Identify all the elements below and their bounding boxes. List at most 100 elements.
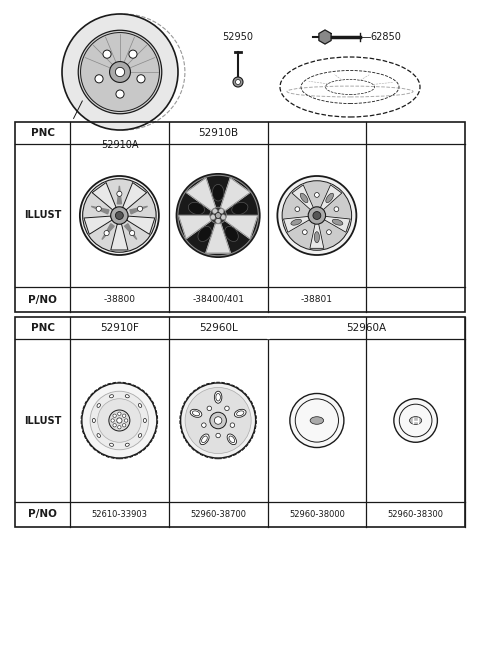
Circle shape — [130, 231, 135, 236]
Circle shape — [221, 215, 226, 219]
Circle shape — [115, 68, 125, 77]
Ellipse shape — [188, 202, 204, 215]
Ellipse shape — [125, 443, 129, 446]
Polygon shape — [111, 224, 128, 250]
Circle shape — [277, 176, 356, 255]
Ellipse shape — [225, 227, 238, 242]
Text: 52950: 52950 — [223, 32, 253, 42]
Circle shape — [326, 230, 331, 235]
Circle shape — [137, 75, 145, 83]
Text: PNC: PNC — [31, 128, 55, 138]
Circle shape — [82, 383, 157, 458]
Ellipse shape — [215, 391, 222, 403]
Ellipse shape — [234, 409, 246, 417]
Circle shape — [111, 419, 114, 422]
Text: 52960-38000: 52960-38000 — [289, 510, 345, 519]
Ellipse shape — [227, 434, 237, 445]
Circle shape — [104, 231, 109, 236]
Ellipse shape — [216, 394, 220, 401]
Polygon shape — [320, 185, 342, 210]
Circle shape — [213, 209, 217, 214]
Ellipse shape — [190, 409, 202, 417]
Circle shape — [215, 417, 222, 424]
Polygon shape — [186, 178, 216, 212]
Circle shape — [117, 418, 122, 423]
Circle shape — [83, 179, 156, 252]
Ellipse shape — [314, 232, 320, 242]
Polygon shape — [125, 224, 137, 239]
Circle shape — [90, 391, 149, 450]
Text: 52960L: 52960L — [199, 323, 238, 333]
Circle shape — [95, 75, 103, 83]
Circle shape — [103, 50, 111, 58]
Circle shape — [308, 207, 325, 224]
Text: P/NO: P/NO — [28, 294, 57, 304]
Ellipse shape — [212, 185, 224, 201]
Bar — [15, 317, 465, 527]
Circle shape — [113, 414, 116, 417]
Circle shape — [282, 181, 352, 250]
Polygon shape — [206, 221, 230, 253]
Text: 52610-33903: 52610-33903 — [91, 510, 147, 519]
Circle shape — [334, 207, 339, 212]
Text: PNC: PNC — [31, 323, 55, 333]
Circle shape — [62, 14, 178, 130]
Text: ILLUST: ILLUST — [24, 210, 61, 221]
Circle shape — [216, 218, 221, 223]
Ellipse shape — [109, 395, 113, 397]
Polygon shape — [319, 30, 331, 44]
Circle shape — [202, 423, 206, 428]
Circle shape — [180, 383, 256, 458]
Ellipse shape — [202, 436, 207, 443]
Text: 52960-38300: 52960-38300 — [388, 510, 444, 519]
Ellipse shape — [326, 193, 334, 202]
Polygon shape — [127, 216, 155, 235]
Circle shape — [210, 207, 227, 224]
Circle shape — [109, 410, 130, 431]
Ellipse shape — [300, 193, 308, 202]
Text: -38801: -38801 — [301, 295, 333, 304]
Text: 52910F: 52910F — [100, 323, 139, 333]
Circle shape — [81, 33, 159, 112]
Circle shape — [219, 209, 224, 214]
Polygon shape — [179, 215, 213, 238]
Circle shape — [109, 62, 131, 82]
Ellipse shape — [144, 419, 146, 422]
Ellipse shape — [237, 411, 244, 416]
Text: ILLUST: ILLUST — [24, 415, 61, 426]
Text: 52910A: 52910A — [101, 140, 139, 150]
Circle shape — [302, 230, 307, 235]
Ellipse shape — [198, 227, 212, 242]
Polygon shape — [122, 183, 146, 210]
Polygon shape — [266, 318, 268, 338]
Polygon shape — [284, 216, 310, 233]
Circle shape — [216, 433, 220, 438]
Polygon shape — [91, 206, 109, 214]
Circle shape — [122, 424, 126, 427]
Circle shape — [129, 50, 137, 58]
Polygon shape — [310, 223, 324, 248]
Circle shape — [116, 90, 124, 98]
Circle shape — [230, 423, 235, 428]
Circle shape — [78, 30, 162, 114]
Ellipse shape — [125, 395, 129, 397]
Circle shape — [137, 206, 143, 212]
Text: -38800: -38800 — [103, 295, 135, 304]
Circle shape — [124, 419, 128, 422]
Circle shape — [115, 212, 123, 219]
Circle shape — [236, 79, 240, 85]
Polygon shape — [92, 183, 116, 210]
Circle shape — [80, 176, 159, 255]
Polygon shape — [223, 215, 258, 238]
Ellipse shape — [409, 417, 422, 424]
Ellipse shape — [332, 219, 343, 225]
Circle shape — [185, 388, 251, 453]
Ellipse shape — [92, 419, 96, 422]
Circle shape — [233, 77, 243, 87]
Bar — [15, 122, 465, 312]
Text: -38400/401: -38400/401 — [192, 295, 244, 304]
Ellipse shape — [200, 434, 209, 445]
Ellipse shape — [232, 202, 248, 215]
Circle shape — [394, 399, 437, 442]
Polygon shape — [324, 216, 350, 233]
